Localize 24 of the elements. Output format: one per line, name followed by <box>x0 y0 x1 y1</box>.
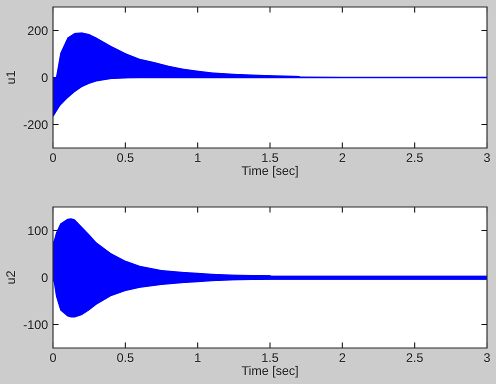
y-tick-label: 200 <box>28 26 48 36</box>
y-axis-title: u2 <box>6 271 16 284</box>
y-tick-label: 0 <box>42 273 48 282</box>
x-tick-label: 2 <box>339 153 346 162</box>
x-axis-title: Time [sec] <box>242 166 298 178</box>
y-tick-label: 0 <box>42 73 48 82</box>
x-tick-label: 1 <box>195 153 201 162</box>
x-tick-label: 1.5 <box>262 153 278 162</box>
x-tick-label: 1.5 <box>262 353 278 362</box>
y-tick-label: -200 <box>24 120 48 130</box>
x-tick-label: 0.5 <box>117 153 134 162</box>
x-tick-label: 2 <box>339 353 346 362</box>
x-tick-label: 2.5 <box>406 353 423 362</box>
y-tick-label: -100 <box>24 320 48 330</box>
x-tick-label: 0.5 <box>117 353 134 362</box>
x-tick-label: 2.5 <box>406 153 423 162</box>
x-tick-label: 3 <box>484 353 490 362</box>
y-tick-label: 100 <box>28 226 48 236</box>
x-tick-label: 1 <box>195 353 201 362</box>
x-tick-label: 0 <box>50 153 56 162</box>
x-tick-label: 3 <box>484 153 490 162</box>
y-axis-title: u1 <box>6 71 16 84</box>
x-axis-title: Time [sec] <box>242 366 298 378</box>
x-tick-label: 0 <box>50 353 56 362</box>
